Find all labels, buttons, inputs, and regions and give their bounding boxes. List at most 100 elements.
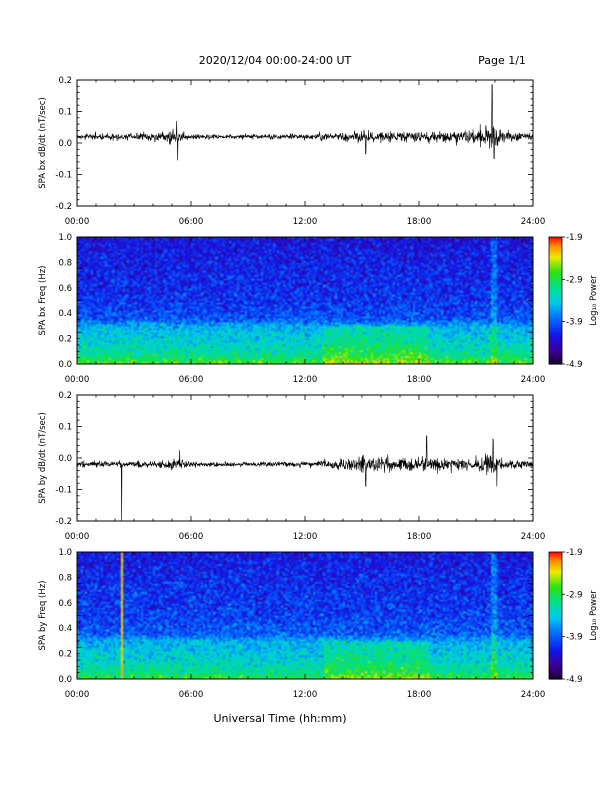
y-tick-label: 0.0	[58, 139, 72, 149]
colorbar-tick-label: -2.9	[566, 590, 583, 600]
panel-4: SPA by Freq (Hz) 00:00 06:00 12:00 18:00 24:0…	[38, 548, 599, 700]
colorbar-swatch	[549, 338, 562, 342]
y-tick-label: 0.4	[58, 309, 72, 319]
colorbar-swatch	[549, 253, 562, 257]
colorbar-swatch	[549, 272, 562, 276]
colorbar-swatch	[549, 666, 562, 670]
colorbar-swatch	[549, 664, 562, 667]
colorbar-frame	[548, 236, 563, 365]
colorbar-swatch	[549, 564, 562, 568]
colorbar-swatch	[549, 554, 562, 557]
colorbar-swatch	[549, 247, 562, 251]
colorbar-swatch	[549, 649, 562, 653]
colorbar-swatch	[549, 583, 562, 587]
colorbar-frame	[548, 551, 563, 680]
colorbar-swatch	[549, 277, 562, 280]
x-tick-label: 18:00	[407, 375, 432, 385]
x-tick-label: 00:00	[65, 690, 90, 700]
colorbar-swatch	[549, 607, 562, 610]
y-tick-label: -0.1	[55, 486, 72, 496]
colorbar-swatch	[549, 659, 562, 663]
colorbar-swatch	[549, 573, 562, 576]
colorbar-swatch	[549, 241, 562, 244]
colorbar-swatch	[549, 264, 562, 268]
colorbar-swatch	[549, 662, 562, 665]
colorbar-swatch	[549, 670, 562, 674]
colorbar-label: Log₁₀ Power	[589, 275, 599, 326]
colorbar-swatch	[549, 357, 562, 361]
colorbar-swatch	[549, 239, 562, 242]
y-axis-label: SPA by Freq (Hz)	[38, 580, 48, 650]
y-tick-label: 0.1	[58, 423, 72, 433]
colorbar-swatch	[549, 279, 562, 283]
colorbar-swatch	[549, 281, 562, 285]
colorbar-swatch	[549, 558, 562, 562]
colorbar-swatch	[549, 674, 562, 678]
colorbar-tick-label: -2.9	[566, 275, 583, 285]
colorbar-swatch	[549, 634, 562, 638]
y-tick-label: -0.2	[55, 517, 72, 527]
colorbar-swatch	[549, 321, 562, 325]
colorbar-tick-label: -4.9	[566, 360, 583, 370]
colorbar-swatch	[549, 581, 562, 585]
x-tick-label: 18:00	[407, 532, 432, 542]
x-tick-label: 18:00	[407, 690, 432, 700]
colorbar-swatch	[549, 349, 562, 352]
colorbar-swatch	[549, 600, 562, 604]
y-tick-label: 0.8	[58, 573, 72, 583]
colorbar-swatch	[549, 319, 562, 323]
plot-frame	[76, 394, 534, 522]
colorbar-swatch	[549, 590, 562, 593]
colorbar-swatch	[549, 347, 562, 350]
colorbar-swatch	[549, 355, 562, 359]
colorbar-swatch	[549, 237, 562, 240]
panel-2: SPA bx Freq (Hz) 00:00 06:00 12:00 18:00 24:0…	[38, 233, 599, 385]
colorbar-swatch	[549, 623, 562, 627]
colorbar-swatch	[549, 315, 562, 319]
y-axis-label: SPA bx Freq (Hz)	[38, 265, 48, 335]
colorbar-swatch	[549, 289, 562, 293]
y-axis-label: SPA by dB/dt (nT/sec)	[38, 412, 48, 504]
colorbar-swatch	[549, 323, 562, 327]
colorbar-tick-label: -1.9	[566, 233, 583, 243]
colorbar-label: Log₁₀ Power	[589, 590, 599, 641]
colorbar-swatch	[549, 344, 562, 348]
colorbar-swatch	[549, 311, 562, 314]
colorbar-swatch	[549, 308, 562, 312]
x-tick-label: 24:00	[521, 375, 546, 385]
colorbar-swatch	[549, 668, 562, 672]
colorbar-swatch	[549, 336, 562, 340]
colorbar-swatch	[549, 292, 562, 295]
colorbar-swatch	[549, 587, 562, 591]
colorbar-swatch	[549, 287, 562, 291]
y-tick-label: 1.0	[58, 548, 72, 558]
colorbar-swatch	[549, 266, 562, 270]
colorbar-swatch	[549, 579, 562, 583]
colorbar-swatch	[549, 285, 562, 289]
colorbar-swatch	[549, 328, 562, 331]
colorbar-swatch	[549, 275, 562, 278]
colorbar-swatch	[549, 298, 562, 302]
y-tick-label: -0.2	[55, 202, 72, 212]
colorbar-tick-label: -1.9	[566, 548, 583, 558]
colorbar-swatch	[549, 262, 562, 266]
colorbar-tick-label: -3.9	[566, 633, 583, 643]
colorbar-swatch	[549, 296, 562, 299]
colorbar-swatch	[549, 302, 562, 306]
colorbar-swatch	[549, 630, 562, 634]
colorbar-swatch	[549, 640, 562, 644]
colorbar-swatch	[549, 575, 562, 578]
colorbar-swatch	[549, 651, 562, 655]
colorbar-swatch	[549, 657, 562, 661]
y-axis-label: SPA bx dB/dt (nT/sec)	[38, 97, 48, 189]
colorbar-swatch	[549, 317, 562, 321]
plot-title: 2020/12/04 00:00-24:00 UT	[199, 54, 352, 67]
panel-1: SPA bx dB/dt (nT/sec) 00:00 06:00 12:00 18:0…	[38, 76, 545, 227]
colorbar-swatch	[549, 632, 562, 636]
colorbar-swatch	[549, 560, 562, 564]
panel-3: SPA by dB/dt (nT/sec) 00:00 06:00 12:00 18:0…	[38, 391, 545, 542]
colorbar-swatch	[549, 258, 562, 261]
colorbar-swatch	[549, 655, 562, 659]
colorbar-swatch	[549, 626, 562, 629]
colorbar-swatch	[549, 636, 562, 640]
